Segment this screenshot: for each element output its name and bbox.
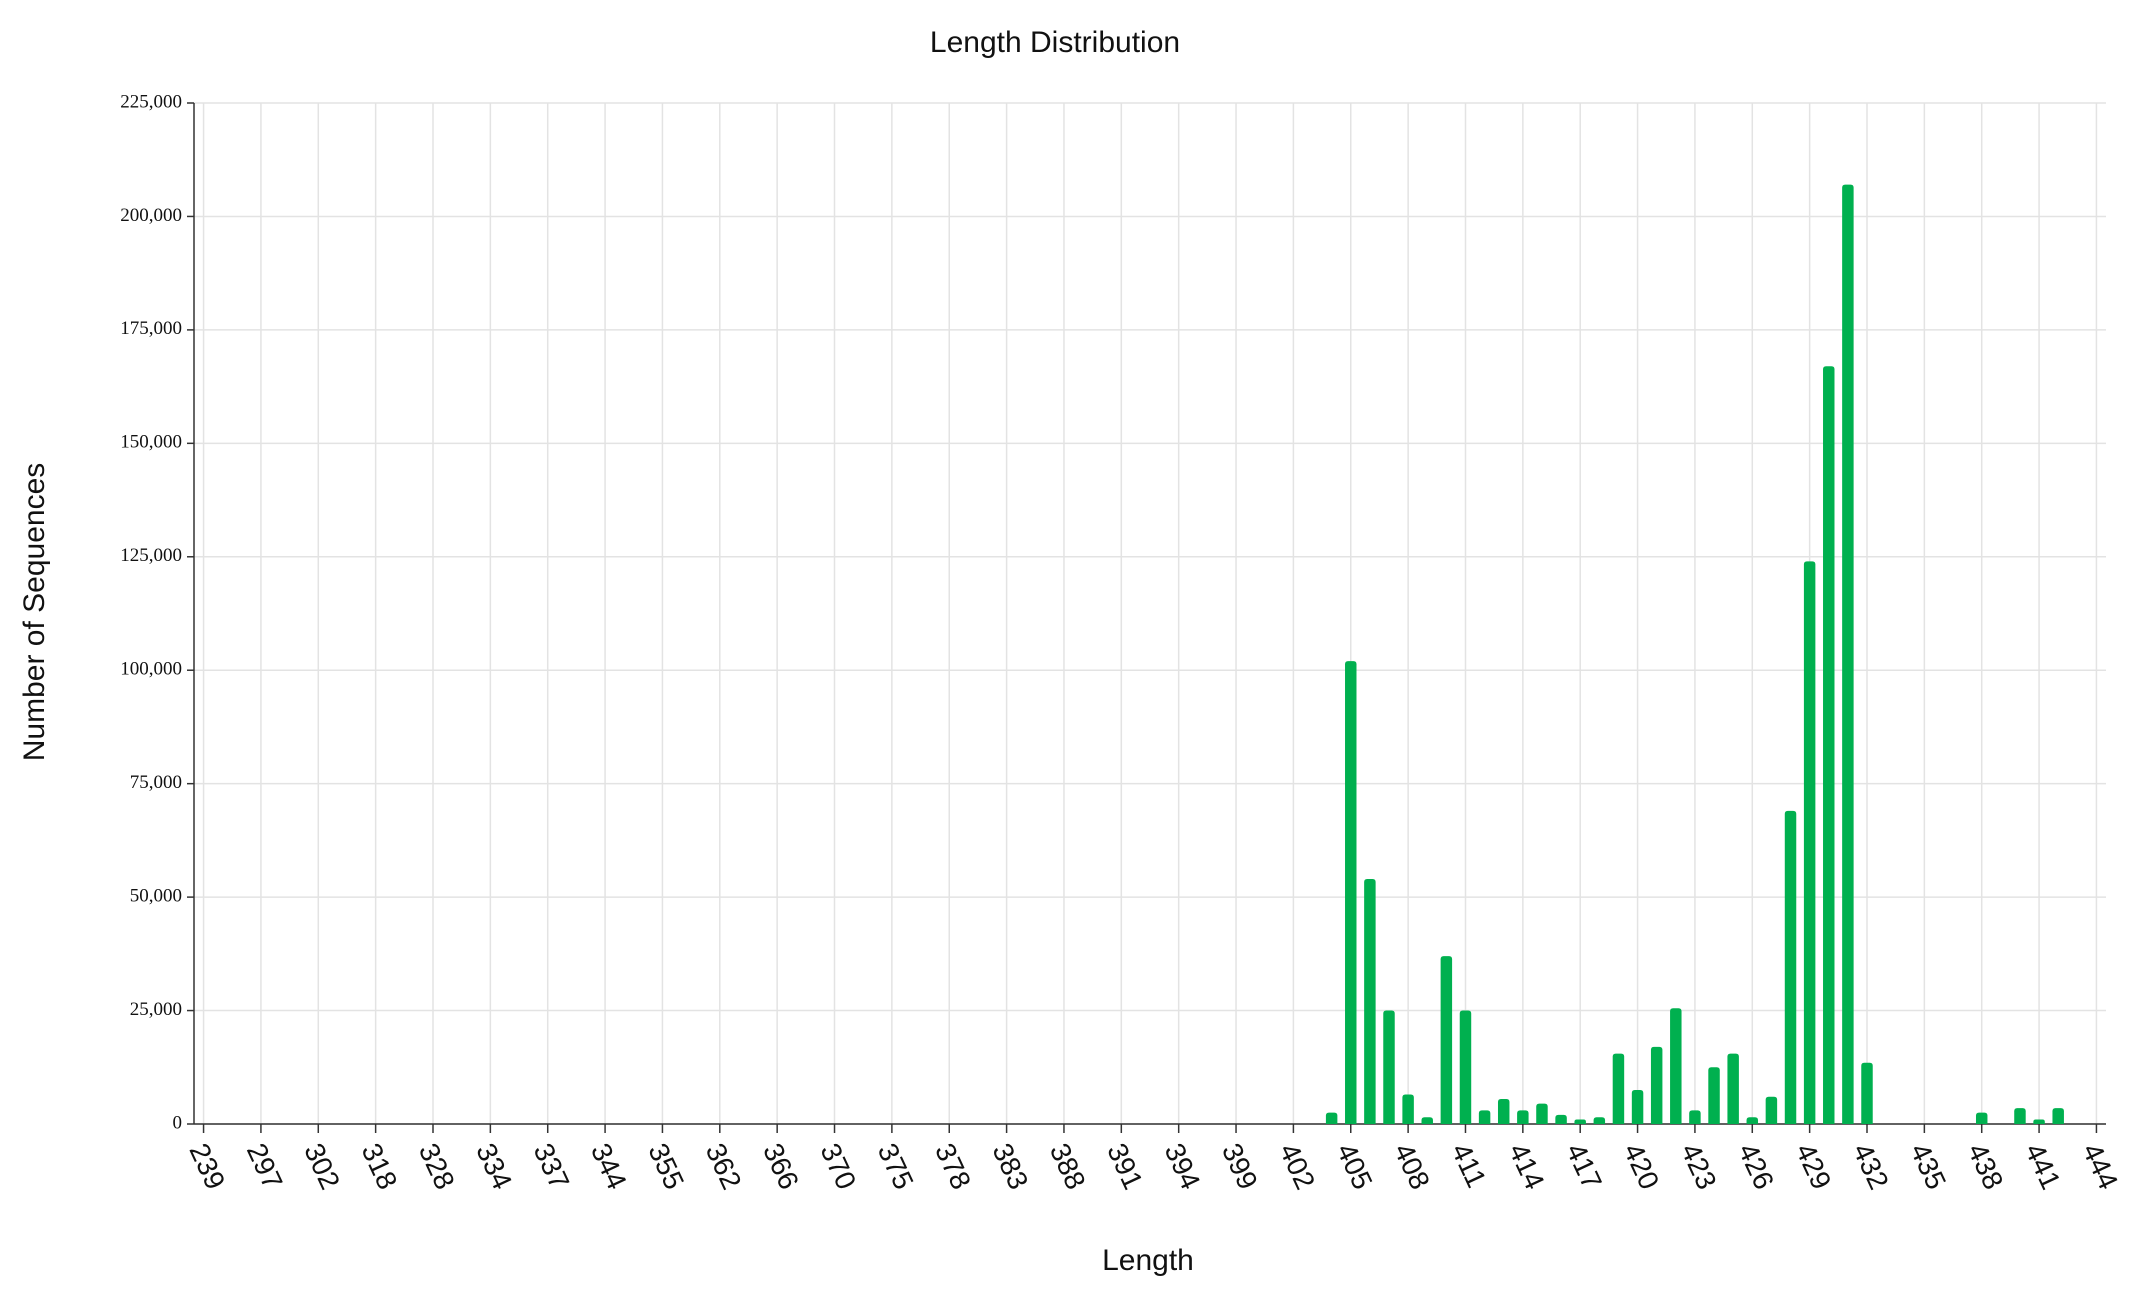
x-tick-label: 391 (1101, 1139, 1149, 1194)
bar (1975, 1112, 1988, 1124)
bar (1459, 1010, 1472, 1124)
bar (1689, 1110, 1701, 1124)
bar (1861, 1062, 1873, 1124)
x-tick-label: 362 (700, 1139, 748, 1194)
bar (1593, 1117, 1606, 1124)
bar (2033, 1119, 2045, 1124)
bar (1440, 956, 1453, 1124)
x-tick-label: 297 (241, 1139, 289, 1194)
x-axis-title: Length (1102, 1244, 1194, 1277)
bar (1517, 1110, 1529, 1124)
bar (1421, 1117, 1433, 1124)
x-tick-label: 402 (1273, 1139, 1321, 1194)
x-tick-label: 375 (872, 1139, 920, 1194)
x-tick-label: 370 (814, 1139, 862, 1194)
bar (1631, 1089, 1644, 1124)
bar (1765, 1096, 1778, 1124)
y-tick-label: 25,000 (130, 999, 182, 1020)
y-tick-label: 75,000 (130, 772, 182, 793)
x-tick-label: 417 (1560, 1139, 1608, 1194)
x-tick-label: 423 (1675, 1139, 1723, 1194)
x-tick-label: 441 (2019, 1139, 2067, 1194)
bar (1574, 1119, 1586, 1124)
x-tick-label: 383 (986, 1139, 1034, 1194)
x-tick-label: 435 (1904, 1139, 1952, 1194)
x-tick-label: 388 (1044, 1139, 1092, 1194)
bar (2014, 1108, 2026, 1124)
y-tick-label: 175,000 (120, 318, 182, 339)
x-tick-label: 429 (1790, 1139, 1838, 1194)
x-tick-label: 302 (298, 1139, 346, 1194)
y-tick-label: 200,000 (120, 205, 182, 226)
y-tick-label: 0 (173, 1112, 183, 1133)
bar (1670, 1008, 1682, 1124)
bar (1842, 184, 1854, 1124)
x-tick-label: 399 (1216, 1139, 1264, 1194)
bar (1746, 1117, 1759, 1124)
x-tick-label: 394 (1159, 1139, 1207, 1194)
bar (1555, 1114, 1567, 1124)
x-tick-label: 414 (1503, 1139, 1551, 1194)
x-tick-label: 355 (642, 1139, 690, 1194)
x-tick-label: 426 (1732, 1139, 1780, 1194)
bar (2052, 1108, 2064, 1124)
y-axis-title: Number of Sequences (18, 463, 51, 762)
bar (1803, 561, 1816, 1124)
x-tick-label: 334 (470, 1139, 518, 1194)
y-tick-label: 225,000 (120, 91, 182, 112)
bar (1612, 1053, 1625, 1124)
bar (1536, 1103, 1548, 1124)
x-tick-label: 408 (1388, 1139, 1436, 1194)
bar (1823, 366, 1835, 1124)
y-tick-label: 150,000 (120, 432, 182, 453)
bar (1784, 810, 1797, 1124)
bar (1497, 1099, 1510, 1124)
x-tick-label: 344 (585, 1139, 633, 1194)
x-tick-label: 378 (929, 1139, 977, 1194)
x-tick-label: 239 (183, 1139, 231, 1194)
x-tick-label: 444 (2076, 1139, 2124, 1194)
x-tick-label: 420 (1617, 1139, 1665, 1194)
y-tick-label: 125,000 (120, 545, 182, 566)
y-tick-label: 100,000 (120, 659, 182, 680)
bar (1727, 1053, 1739, 1124)
bar (1325, 1112, 1338, 1124)
bar (1345, 661, 1357, 1124)
y-tick-label: 50,000 (130, 885, 182, 906)
x-tick-label: 337 (528, 1139, 576, 1194)
x-tick-label: 366 (757, 1139, 805, 1194)
chart-title: Length Distribution (930, 26, 1180, 59)
x-tick-label: 438 (1962, 1139, 2010, 1194)
bar (1708, 1067, 1720, 1124)
bar (1478, 1110, 1491, 1124)
bar (1650, 1046, 1663, 1124)
bar (1383, 1010, 1395, 1124)
bar (1364, 878, 1376, 1124)
x-tick-label: 328 (413, 1139, 461, 1194)
x-tick-label: 411 (1445, 1139, 1492, 1193)
x-tick-label: 405 (1331, 1139, 1379, 1194)
x-tick-label: 318 (356, 1139, 404, 1194)
bar (1402, 1094, 1414, 1124)
x-tick-label: 432 (1847, 1139, 1895, 1194)
